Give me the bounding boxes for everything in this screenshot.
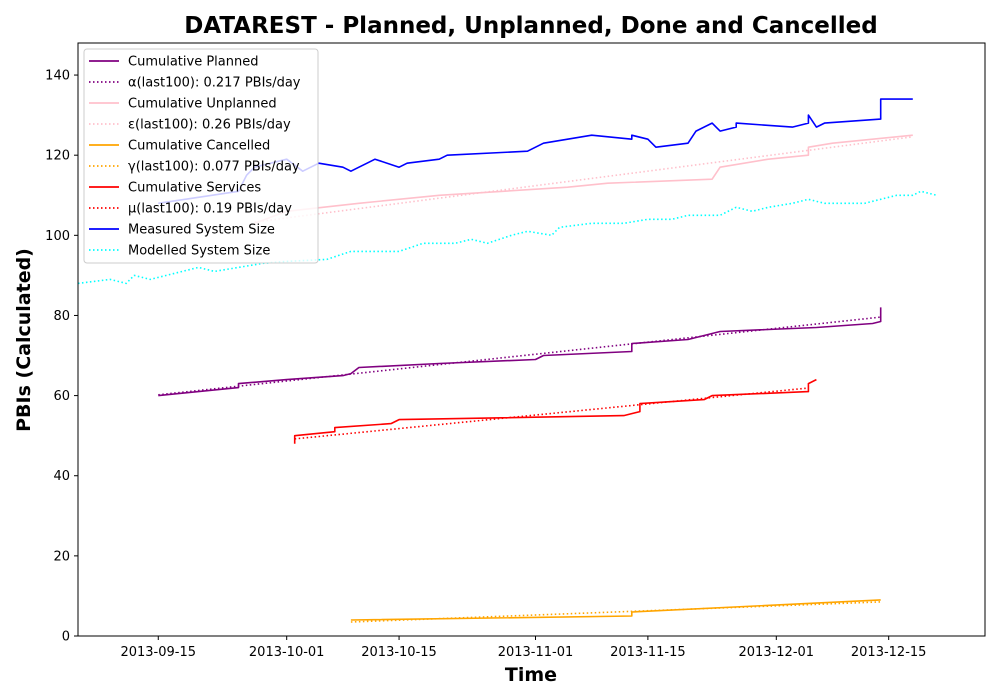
y-tick-label: 100 [45, 229, 70, 244]
series-line-last100-0-26-pbis-day-trend [254, 136, 913, 223]
series-line-cumulative-cancelled [350, 599, 881, 621]
y-ticks: 0 20 40 60 80 100 120 140 [45, 69, 78, 645]
series-line-cumulative-unplanned [254, 134, 913, 225]
legend-entry-label: Cumulative Unplanned [128, 97, 277, 112]
y-tick-label: 60 [53, 389, 70, 404]
x-axis-label: Time [505, 664, 557, 686]
x-tick-label: 2013-10-15 [361, 645, 437, 660]
series-line-last100-0-217-pbis-day-trend [158, 316, 881, 396]
x-tick-label: 2013-09-15 [120, 645, 196, 660]
legend-entry-label: Measured System Size [128, 223, 275, 238]
x-tick-label: 2013-12-15 [851, 645, 927, 660]
legend-entry-label: ε(last100): 0.26 PBIs/day [128, 118, 291, 133]
axes-layer [77, 42, 986, 637]
y-axis-label: PBIs (Calculated) [13, 248, 35, 432]
x-tick-label: 2013-10-01 [249, 645, 325, 660]
y-tick-label: 20 [53, 549, 70, 564]
legend-entry-label: γ(last100): 0.077 PBIs/day [128, 160, 300, 175]
chart-title: DATAREST - Planned, Unplanned, Done and … [184, 13, 877, 39]
legend-entry-label: Cumulative Cancelled [128, 139, 270, 154]
x-tick-label: 2013-11-15 [610, 645, 686, 660]
legend-entry-label: Modelled System Size [128, 244, 270, 259]
series-line-last100-0-077-pbis-day-trend [350, 601, 881, 623]
legend-entry-label: μ(last100): 0.19 PBIs/day [128, 202, 292, 217]
series-line-cumulative-services [293, 378, 817, 444]
legend-entry-label: Cumulative Services [128, 181, 261, 196]
x-ticks: 2013-09-15 2013-10-01 2013-10-15 2013-11-01… [120, 636, 926, 660]
y-tick-label: 0 [62, 630, 70, 645]
series-line-measured-system-size [158, 98, 913, 205]
x-tick-label: 2013-11-01 [498, 645, 574, 660]
legend: Cumulative Planned α(last100): 0.217 PBIs… [83, 48, 319, 264]
legend-box [83, 48, 319, 264]
y-tick-label: 140 [45, 69, 70, 84]
legend-entry-label: Cumulative Planned [128, 55, 258, 70]
plot-frame [77, 42, 986, 637]
y-tick-label: 80 [53, 309, 70, 324]
series-line-cumulative-planned [158, 307, 882, 397]
y-tick-label: 40 [53, 469, 70, 484]
series-layer [78, 98, 937, 623]
legend-entry-label: α(last100): 0.217 PBIs/day [128, 76, 301, 91]
y-tick-label: 120 [45, 149, 70, 164]
x-tick-label: 2013-12-01 [739, 645, 815, 660]
